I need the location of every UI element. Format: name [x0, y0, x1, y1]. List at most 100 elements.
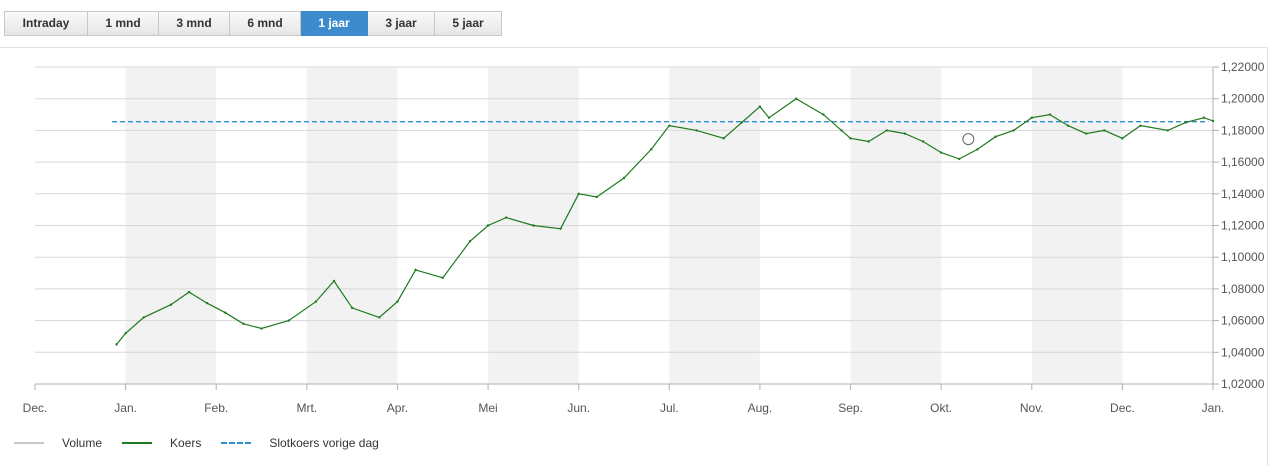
data-point [1066, 124, 1070, 127]
data-point [822, 113, 825, 116]
data-point [287, 319, 290, 322]
tab-5-jaar[interactable]: 5 jaar [435, 11, 502, 36]
x-tick-label: Apr. [387, 401, 408, 415]
legend-item-slotkoers[interactable]: Slotkoers vorige dag [221, 436, 379, 450]
data-point [1103, 129, 1106, 132]
y-tick-label: 1,04000 [1221, 345, 1265, 359]
data-point [559, 227, 562, 230]
y-tick-label: 1,18000 [1221, 123, 1265, 137]
tab-6-mnd[interactable]: 6 mnd [230, 11, 301, 36]
data-point [378, 316, 381, 319]
data-point [532, 224, 535, 227]
data-point [142, 316, 145, 319]
y-tick-label: 1,06000 [1221, 314, 1265, 328]
x-tick-label: Okt. [930, 401, 952, 415]
data-point [350, 306, 354, 310]
data-point [1202, 116, 1206, 119]
grid-lines [35, 66, 1213, 385]
data-point [314, 300, 318, 303]
tab-1-mnd[interactable]: 1 mnd [88, 11, 159, 36]
legend-swatch-koers [122, 442, 153, 444]
data-point [486, 224, 490, 227]
data-point [840, 129, 843, 132]
y-tick-label: 1,08000 [1221, 282, 1265, 296]
series-group [115, 97, 1215, 346]
data-point [441, 276, 444, 280]
data-point [169, 303, 173, 306]
x-tick-label: Jan. [114, 401, 137, 415]
legend-swatch-slotkoers [221, 442, 252, 444]
y-tick-label: 1,16000 [1221, 155, 1265, 169]
data-point [1184, 121, 1188, 124]
x-tick-label: Jun. [567, 401, 590, 415]
y-tick-label: 1,14000 [1221, 187, 1265, 201]
chart-frame [0, 47, 1268, 466]
y-tick-label: 1,02000 [1221, 377, 1265, 391]
y-tick-label: 1,10000 [1221, 250, 1265, 264]
data-point [1166, 129, 1169, 132]
x-tick-label: Mrt. [297, 401, 318, 415]
period-tabs: Intraday 1 mnd 3 mnd 6 mnd 1 jaar 3 jaar 5 jaa… [4, 11, 502, 36]
y-tick-label: 1,12000 [1221, 219, 1265, 233]
data-point [1211, 119, 1215, 123]
data-point [187, 290, 191, 294]
data-point [939, 151, 943, 154]
data-point [622, 176, 626, 180]
data-point [332, 279, 336, 283]
data-point [468, 240, 472, 243]
data-point [205, 301, 209, 305]
y-tick-label: 1,20000 [1221, 92, 1265, 106]
data-point [260, 327, 263, 330]
data-point [740, 121, 743, 124]
x-tick-label: Mei [478, 401, 497, 415]
data-point [505, 216, 508, 219]
legend-item-volume[interactable]: Volume [14, 436, 102, 450]
x-tick-label: Dec. [1110, 401, 1135, 415]
y-axis: 1,22000 1,20000 1,18000 1,16000 1,14000 1,120… [1212, 60, 1265, 391]
legend-label-volume: Volume [62, 436, 103, 450]
data-point [224, 311, 227, 314]
data-point [903, 132, 907, 135]
data-point [722, 137, 725, 140]
data-point [577, 192, 580, 195]
data-point [124, 332, 127, 335]
data-point [695, 129, 698, 132]
tab-intraday[interactable]: Intraday [4, 11, 88, 36]
data-point [885, 129, 888, 132]
x-tick-label: Aug. [748, 401, 773, 415]
data-point [242, 322, 245, 325]
data-point [1048, 113, 1052, 116]
data-point [1084, 132, 1088, 135]
legend-item-koers[interactable]: Koers [122, 436, 201, 450]
x-tick-label: Feb. [204, 401, 228, 415]
y-tick-label: 1,22000 [1221, 60, 1265, 74]
data-point [595, 195, 599, 199]
x-axis: Dec. Jan. Feb. Mrt. Apr. Mei Jun. Jul. Aug. Sep. O… [23, 384, 1225, 415]
data-point [649, 148, 653, 151]
data-point [758, 105, 762, 108]
data-point [767, 116, 771, 119]
chart-legend: Volume Koers Slotkoers vorige dag [14, 436, 399, 450]
tab-3-mnd[interactable]: 3 mnd [159, 11, 230, 36]
data-point [1030, 116, 1033, 119]
x-tick-label: Nov. [1020, 401, 1044, 415]
data-point [994, 135, 997, 138]
data-point [115, 343, 118, 346]
tab-1-jaar[interactable]: 1 jaar [301, 11, 368, 36]
x-tick-label: Dec. [23, 401, 48, 415]
legend-swatch-volume [14, 442, 44, 444]
hover-marker [962, 133, 975, 146]
x-tick-label: Jul. [660, 401, 679, 415]
data-point [921, 140, 925, 143]
data-point [1139, 124, 1142, 127]
x-tick-label: Jan. [1202, 401, 1225, 415]
tab-3-jaar[interactable]: 3 jaar [368, 11, 435, 36]
data-point [668, 124, 671, 127]
data-point [1121, 137, 1124, 140]
marker-group [962, 133, 975, 146]
legend-label-koers: Koers [170, 436, 202, 450]
price-chart: Dec. Jan. Feb. Mrt. Apr. Mei Jun. Jul. Aug. Sep. O… [23, 60, 1265, 415]
data-point [976, 148, 979, 151]
data-point [414, 268, 417, 272]
data-point [849, 137, 852, 140]
